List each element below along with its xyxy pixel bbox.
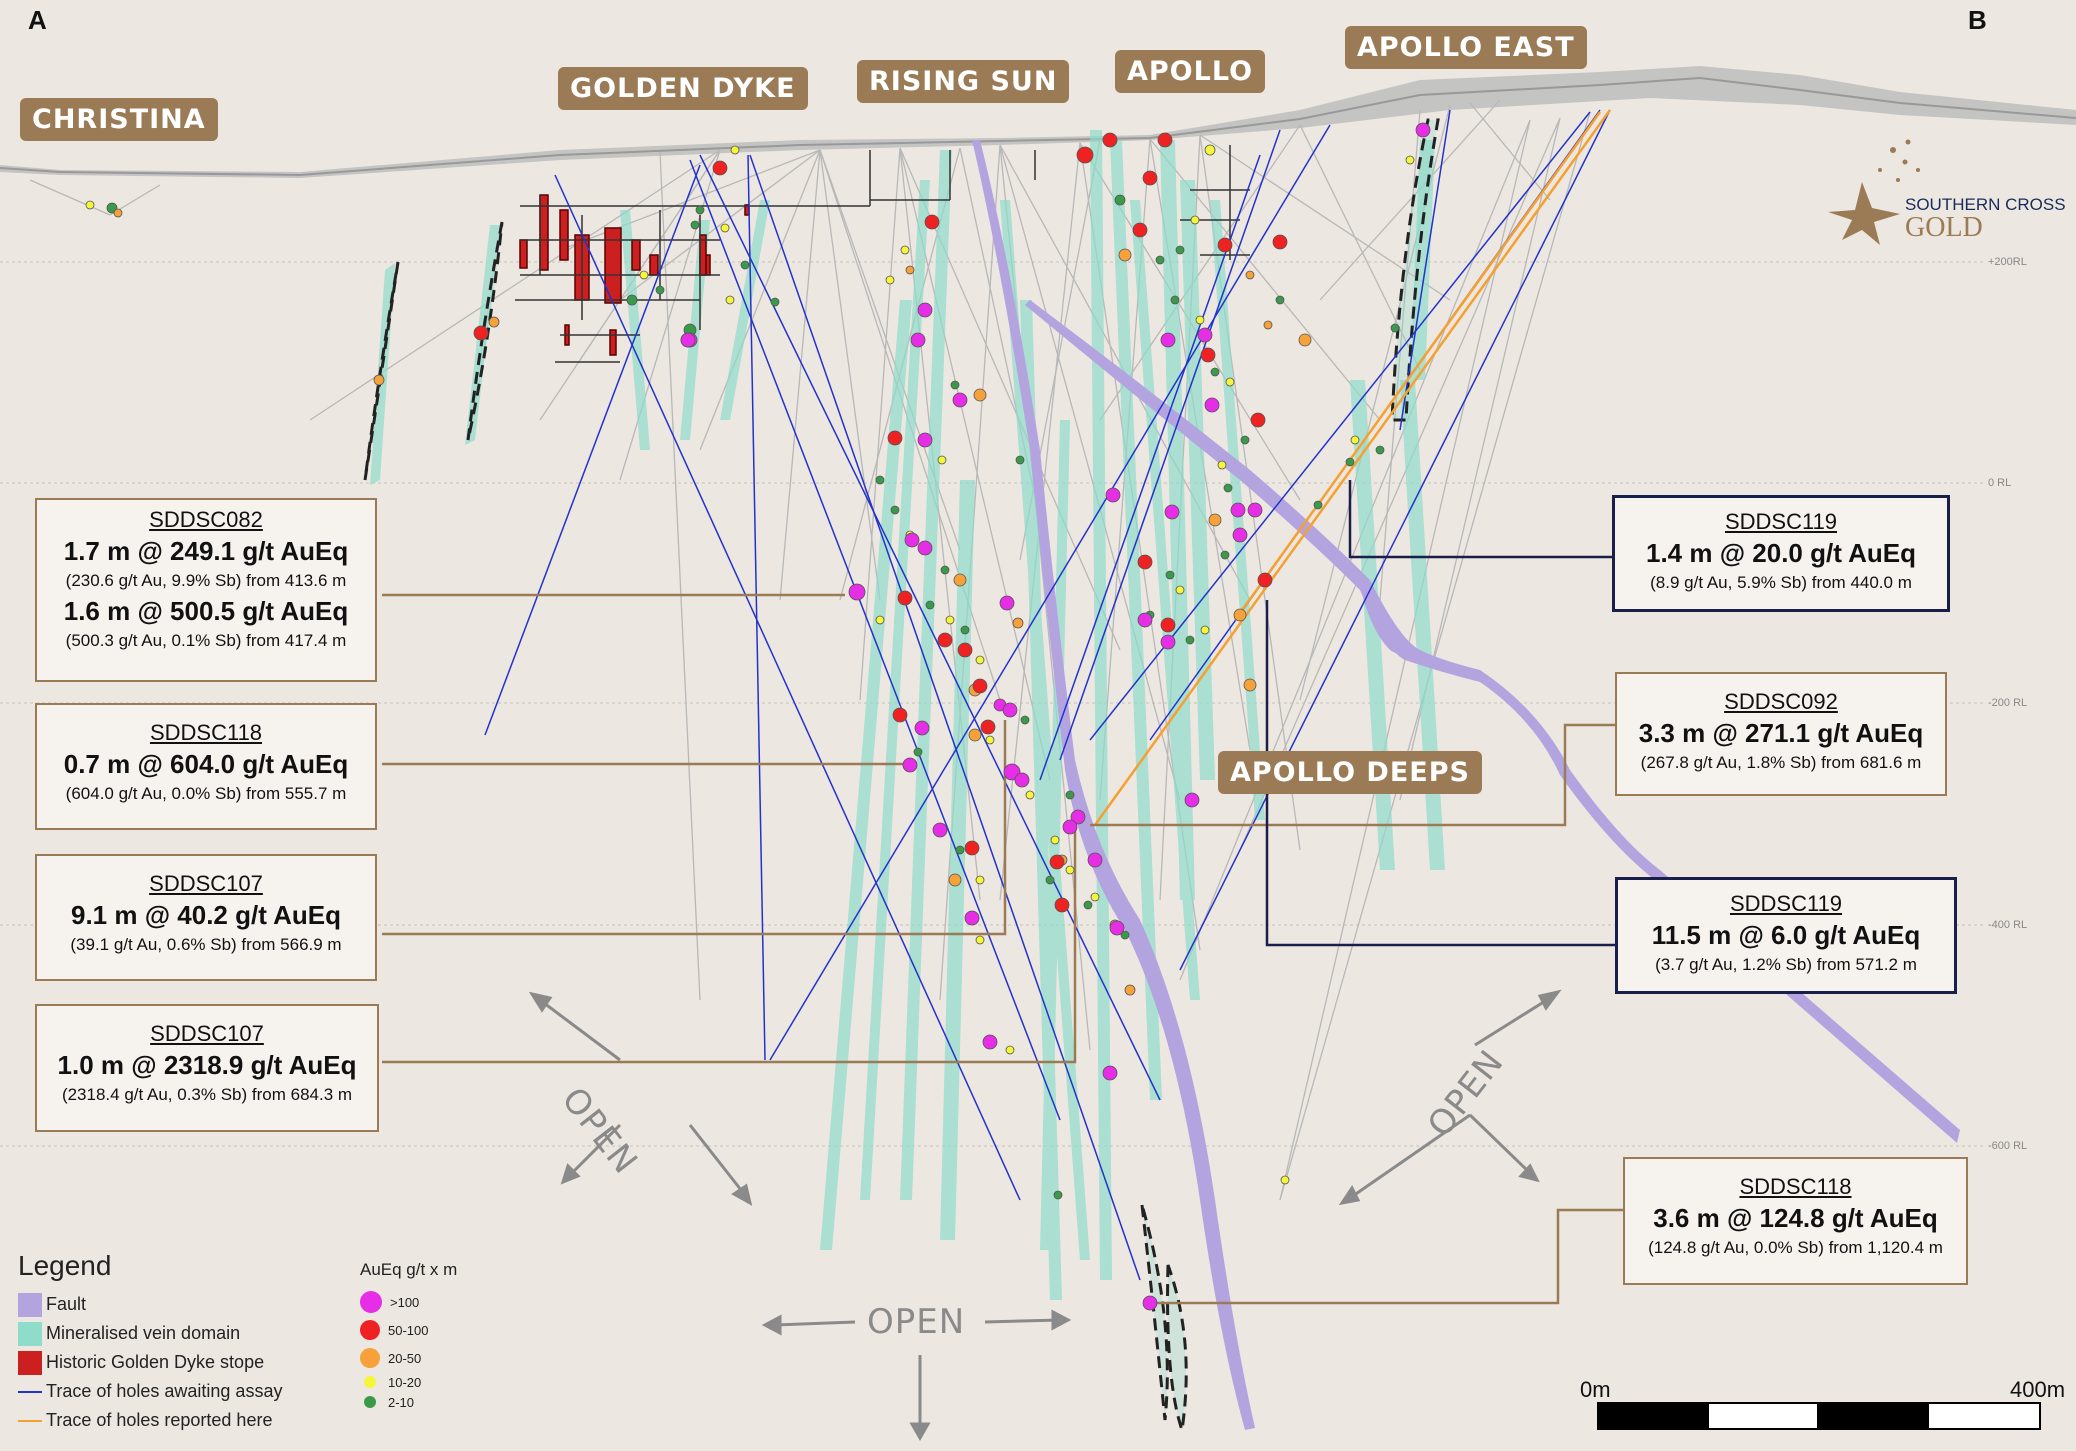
callout-detail: (604.0 g/t Au, 0.0% Sb) from 555.7 m — [65, 784, 347, 803]
legend-item-reported: Trace of holes reported here — [18, 1406, 282, 1435]
callout-detail: (2318.4 g/t Au, 0.3% Sb) from 684.3 m — [61, 1085, 353, 1104]
section-end-label: B — [1968, 5, 1987, 35]
callout-detail: (500.3 g/t Au, 0.1% Sb) from 417.4 m — [65, 631, 347, 650]
grade-item: >100 — [360, 1288, 457, 1316]
fault-swatch — [18, 1292, 42, 1317]
grade-dot-icon — [364, 1376, 376, 1388]
grade-item: 50-100 — [360, 1316, 457, 1344]
grade-dot-icon — [360, 1320, 380, 1340]
callout-hole-id: SDDSC092 — [1724, 689, 1838, 714]
grade-label: 2-10 — [388, 1394, 415, 1410]
open-label-bottom: OPEN — [867, 1302, 966, 1342]
callout-detail: (124.8 g/t Au, 0.0% Sb) from 1,120.4 m — [1648, 1238, 1943, 1257]
legend-title: Legend — [18, 1250, 112, 1281]
callout-detail: (3.7 g/t Au, 1.2% Sb) from 571.2 m — [1655, 955, 1917, 974]
legend-label: Fault — [46, 1294, 87, 1314]
callout-detail: (8.9 g/t Au, 5.9% Sb) from 440.0 m — [1650, 573, 1912, 592]
legend-item-awaiting-assay: Trace of holes awaiting assay — [18, 1377, 282, 1406]
callout-sddsc082: SDDSC082 1.7 m @ 249.1 g/t AuEq (230.6 g… — [35, 498, 377, 682]
callout-interval: 3.3 m @ 271.1 g/t AuEq — [1638, 718, 1924, 748]
callout-hole-id: SDDSC118 — [149, 720, 263, 745]
callout-sddsc092: SDDSC092 3.3 m @ 271.1 g/t AuEq (267.8 g… — [1615, 672, 1947, 796]
area-label-apollo: APOLLO — [1115, 50, 1266, 93]
callout-detail: (267.8 g/t Au, 1.8% Sb) from 681.6 m — [1640, 753, 1922, 772]
callout-sddsc107: SDDSC107 9.1 m @ 40.2 g/t AuEq (39.1 g/t… — [35, 854, 377, 981]
grade-item: 20-50 — [360, 1344, 457, 1372]
stope-swatch — [18, 1350, 42, 1375]
scale-start-label: 0m — [1580, 1377, 1611, 1402]
grade-item: 2-10 — [360, 1392, 457, 1412]
stope-levels — [515, 145, 1250, 363]
logo-line2: GOLD — [1905, 212, 1983, 243]
callout-detail: (230.6 g/t Au, 9.9% Sb) from 413.6 m — [65, 571, 347, 590]
callout-hole-id: SDDSC107 — [150, 1021, 264, 1046]
grade-dot-icon — [364, 1396, 376, 1408]
grade-label: 50-100 — [388, 1322, 429, 1338]
area-label-apollo-deeps: APOLLO DEEPS — [1218, 751, 1482, 794]
grade-legend-title: AuEq g/t x m — [360, 1260, 458, 1279]
callout-interval: 1.7 m @ 249.1 g/t AuEq — [63, 536, 349, 566]
legend-item-vein-domain: Mineralised vein domain — [18, 1319, 282, 1348]
callout-interval: 1.0 m @ 2318.9 g/t AuEq — [57, 1050, 357, 1080]
callout-sddsc118-deep: SDDSC118 3.6 m @ 124.8 g/t AuEq (124.8 g… — [1623, 1157, 1968, 1285]
rl-label: +200RL — [1988, 256, 2027, 268]
callout-hole-id: SDDSC107 — [149, 871, 263, 896]
grade-label: 10-20 — [388, 1374, 422, 1390]
domain-outlines — [363, 118, 1440, 1431]
callout-sddsc118: SDDSC118 0.7 m @ 604.0 g/t AuEq (604.0 g… — [35, 703, 377, 830]
grade-dot-icon — [360, 1348, 380, 1368]
callout-sddsc107-deep: SDDSC107 1.0 m @ 2318.9 g/t AuEq (2318.4… — [35, 1004, 379, 1132]
legend-label: Trace of holes awaiting assay — [46, 1381, 283, 1401]
callout-sddsc119-deep: SDDSC119 11.5 m @ 6.0 g/t AuEq (3.7 g/t … — [1615, 877, 1957, 994]
logo-star-icon — [1828, 139, 1920, 245]
grade-legend: AuEq g/t x m >100 50-100 20-50 10-20 2-1… — [360, 1260, 457, 1412]
area-label-rising-sun: RISING SUN — [857, 60, 1070, 103]
rl-label: 0 RL — [1988, 477, 2012, 489]
scale-bar-graphic — [1597, 1402, 2041, 1430]
orange-drill-traces — [1093, 109, 1612, 826]
legend-item-fault: Fault — [18, 1290, 282, 1319]
topography-line — [0, 76, 2076, 177]
topography-surface — [0, 66, 2076, 178]
grade-label: 20-50 — [388, 1350, 422, 1366]
callout-hole-id: SDDSC118 — [1739, 1174, 1852, 1199]
callout-interval: 3.6 m @ 124.8 g/t AuEq — [1653, 1203, 1938, 1233]
callout-interval: 11.5 m @ 6.0 g/t AuEq — [1651, 920, 1921, 950]
logo-line1: SOUTHERN CROSS — [1905, 195, 2066, 214]
callout-interval: 1.4 m @ 20.0 g/t AuEq — [1645, 538, 1917, 568]
legend-item-stope: Historic Golden Dyke stope — [18, 1348, 282, 1377]
area-label-christina: CHRISTINA — [20, 98, 218, 141]
area-label-apollo-east: APOLLO EAST — [1345, 26, 1587, 69]
callout-hole-id: SDDSC082 — [149, 507, 263, 532]
legend-label: Mineralised vein domain — [46, 1323, 241, 1343]
grade-item: 10-20 — [360, 1372, 457, 1392]
callout-hole-id: SDDSC119 — [1729, 891, 1843, 916]
open-arrows — [528, 989, 1562, 1442]
scale-end-label: 400m — [2010, 1377, 2066, 1402]
legend: Legend Fault Mineralised vein domain His… — [18, 1250, 282, 1435]
callout-sddsc119: SDDSC119 1.4 m @ 20.0 g/t AuEq (8.9 g/t … — [1612, 495, 1950, 612]
vein-domain-swatch — [18, 1321, 42, 1346]
callout-interval: 0.7 m @ 604.0 g/t AuEq — [63, 749, 349, 779]
blue-drill-traces — [484, 109, 1611, 1281]
orange-trace-swatch — [18, 1419, 42, 1422]
legend-label: Historic Golden Dyke stope — [46, 1352, 265, 1372]
area-label-golden-dyke: GOLDEN DYKE — [558, 67, 808, 110]
callout-detail: (39.1 g/t Au, 0.6% Sb) from 566.9 m — [70, 935, 342, 954]
legend-label: Trace of holes reported here — [46, 1410, 273, 1430]
grade-label: >100 — [390, 1294, 420, 1310]
rl-label: -400 RL — [1988, 919, 2028, 931]
rl-label: -200 RL — [1988, 697, 2028, 709]
grade-dot-icon — [360, 1291, 382, 1313]
vein-domains — [370, 130, 1445, 1300]
callout-hole-id: SDDSC119 — [1724, 509, 1838, 534]
rl-label: -600 RL — [1988, 1140, 2028, 1152]
callout-interval: 1.6 m @ 500.5 g/t AuEq — [63, 596, 349, 626]
callout-leaders — [382, 480, 1625, 1305]
grade-dots — [85, 122, 1431, 1311]
blue-trace-swatch — [18, 1390, 42, 1393]
callout-interval: 9.1 m @ 40.2 g/t AuEq — [70, 900, 342, 930]
section-start-label: A — [28, 5, 47, 35]
